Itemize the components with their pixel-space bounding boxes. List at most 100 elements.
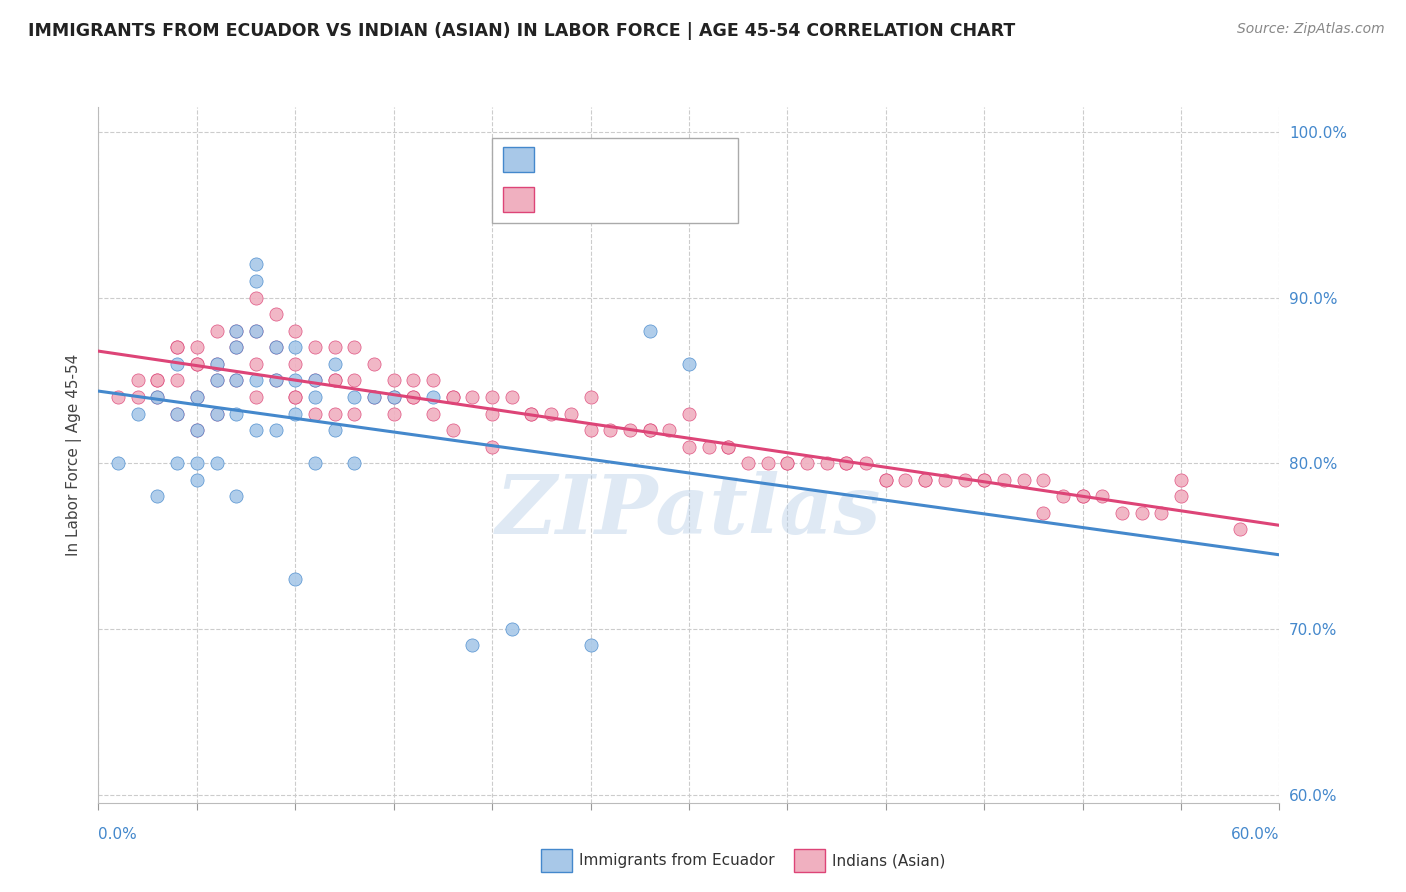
Point	[284, 324, 307, 338]
Point	[225, 373, 247, 387]
Text: IMMIGRANTS FROM ECUADOR VS INDIAN (ASIAN) IN LABOR FORCE | AGE 45-54 CORRELATION: IMMIGRANTS FROM ECUADOR VS INDIAN (ASIAN…	[28, 22, 1015, 40]
Point	[973, 473, 995, 487]
Point	[914, 473, 936, 487]
Point	[363, 357, 385, 371]
Point	[245, 373, 267, 387]
Point	[776, 456, 799, 470]
Point	[304, 373, 326, 387]
Point	[284, 390, 307, 404]
Point	[402, 373, 425, 387]
Point	[264, 340, 287, 354]
Point	[284, 407, 307, 421]
Point	[245, 324, 267, 338]
Point	[973, 473, 995, 487]
Point	[245, 291, 267, 305]
Point	[638, 423, 661, 437]
Point	[993, 473, 1015, 487]
Point	[875, 473, 897, 487]
Point	[776, 456, 799, 470]
Point	[304, 373, 326, 387]
Point	[205, 357, 228, 371]
Point	[245, 324, 267, 338]
Point	[166, 373, 188, 387]
Point	[225, 324, 247, 338]
Point	[658, 423, 681, 437]
Point	[166, 340, 188, 354]
Point	[579, 390, 602, 404]
Point	[284, 390, 307, 404]
Point	[914, 473, 936, 487]
Point	[186, 423, 208, 437]
Point	[422, 390, 444, 404]
Point	[402, 390, 425, 404]
Point	[343, 456, 366, 470]
Point	[501, 390, 523, 404]
Point	[205, 456, 228, 470]
Point	[264, 423, 287, 437]
Point	[461, 639, 484, 653]
Point	[146, 390, 169, 404]
Point	[363, 390, 385, 404]
Point	[146, 373, 169, 387]
Point	[579, 639, 602, 653]
Point	[205, 324, 228, 338]
Text: 109: 109	[683, 191, 721, 209]
Text: N =: N =	[644, 191, 675, 209]
Point	[186, 357, 208, 371]
Point	[186, 357, 208, 371]
Point	[717, 440, 740, 454]
Point	[323, 373, 346, 387]
Point	[284, 572, 307, 586]
Text: N =: N =	[644, 151, 675, 169]
Point	[441, 423, 464, 437]
Text: 0.310: 0.310	[585, 151, 641, 169]
Point	[579, 423, 602, 437]
Point	[619, 423, 641, 437]
Point	[953, 473, 976, 487]
Point	[245, 423, 267, 437]
Point	[225, 407, 247, 421]
Point	[264, 373, 287, 387]
Point	[245, 274, 267, 288]
Point	[382, 390, 405, 404]
Point	[1111, 506, 1133, 520]
Y-axis label: In Labor Force | Age 45-54: In Labor Force | Age 45-54	[66, 354, 83, 556]
Point	[343, 340, 366, 354]
Point	[264, 307, 287, 321]
Point	[343, 390, 366, 404]
Point	[697, 440, 720, 454]
Point	[422, 407, 444, 421]
Point	[1170, 489, 1192, 503]
Point	[186, 456, 208, 470]
Point	[107, 390, 129, 404]
Point	[382, 390, 405, 404]
Point	[107, 456, 129, 470]
Point	[894, 473, 917, 487]
Text: Immigrants from Ecuador: Immigrants from Ecuador	[579, 854, 775, 868]
Point	[1052, 489, 1074, 503]
Point	[678, 357, 700, 371]
Point	[363, 390, 385, 404]
Text: 60.0%: 60.0%	[1232, 827, 1279, 841]
Point	[166, 357, 188, 371]
Point	[146, 373, 169, 387]
Point	[737, 456, 759, 470]
Point	[678, 407, 700, 421]
Point	[855, 456, 877, 470]
Point	[441, 390, 464, 404]
Point	[245, 390, 267, 404]
Point	[205, 407, 228, 421]
Text: 0.0%: 0.0%	[98, 827, 138, 841]
Point	[205, 373, 228, 387]
Point	[186, 340, 208, 354]
Point	[304, 390, 326, 404]
Point	[264, 340, 287, 354]
Point	[1170, 473, 1192, 487]
Point	[382, 373, 405, 387]
Point	[481, 440, 503, 454]
Point	[481, 390, 503, 404]
Point	[1012, 473, 1035, 487]
Point	[481, 407, 503, 421]
Point	[284, 357, 307, 371]
Point	[501, 622, 523, 636]
